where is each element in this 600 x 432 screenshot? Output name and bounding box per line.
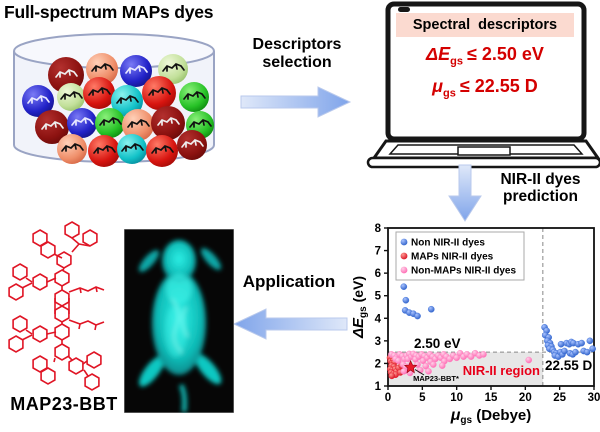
star-annotation-arrow bbox=[414, 369, 425, 376]
svg-text:8: 8 bbox=[375, 223, 382, 235]
mouse-hindlimb-left bbox=[139, 355, 165, 387]
mouse-vessels bbox=[171, 298, 189, 354]
spectral-descriptors-header: Spectral descriptors bbox=[396, 13, 574, 37]
webcam-icon bbox=[398, 7, 410, 12]
criterion-dipole-moment: μgs ≤22.55 D bbox=[432, 76, 538, 100]
threshold-dipole-label: 22.55 D bbox=[545, 358, 593, 373]
star-annotation-label: MAP23-BBT* bbox=[413, 374, 459, 383]
legend-box bbox=[395, 231, 525, 281]
molecule-structure bbox=[8, 221, 105, 391]
svg-text:3: 3 bbox=[375, 336, 381, 348]
svg-text:6: 6 bbox=[375, 268, 381, 280]
svg-text:30: 30 bbox=[588, 392, 600, 404]
mouse-forelimb-left bbox=[138, 250, 160, 272]
laptop-screen-frame bbox=[385, 1, 587, 142]
right-arrow-icon bbox=[240, 86, 352, 118]
threshold-energy-label: 2.50 eV bbox=[414, 336, 461, 351]
svg-text:5: 5 bbox=[375, 291, 382, 303]
svg-text:4: 4 bbox=[375, 313, 382, 325]
scatter-plot: 0 5 10 15 20 25 30 1 2 3 4 5 6 7 8 Non NIR-II dyes MAP… bbox=[352, 223, 600, 426]
criterion-energy-gap: ΔEgs ≤2.50 eV bbox=[426, 44, 544, 68]
legend-dot-non-nir2 bbox=[400, 238, 408, 246]
legend-label-non-nir2: Non NIR-II dyes bbox=[411, 238, 485, 249]
dye-spheres bbox=[22, 53, 214, 167]
map23-bbt-star bbox=[403, 360, 418, 374]
laptop-illustration bbox=[366, 1, 600, 169]
svg-text:20: 20 bbox=[519, 392, 532, 404]
plot-annotations: Non NIR-II dyes MAPs NIR-II dyes Non-MAP… bbox=[352, 231, 593, 426]
down-arrow-icon bbox=[448, 164, 482, 222]
legend-dot-nonmaps bbox=[400, 266, 408, 274]
mouse-tail bbox=[178, 383, 188, 413]
trackpad bbox=[457, 146, 511, 156]
svg-text:1: 1 bbox=[375, 381, 382, 393]
descriptors-selection-label: Descriptors selection bbox=[252, 36, 342, 71]
svg-text:10: 10 bbox=[450, 392, 463, 404]
plot-axes: 0 5 10 15 20 25 30 1 2 3 4 5 6 7 8 bbox=[375, 223, 600, 404]
legend-label-nonmaps: Non-MAPs NIR-II dyes bbox=[411, 266, 516, 277]
dye-flask-illustration bbox=[13, 33, 215, 167]
svg-text:25: 25 bbox=[553, 392, 566, 404]
laptop-base bbox=[366, 156, 600, 169]
mouse-hindlimb-right bbox=[194, 353, 222, 385]
application-label: Application bbox=[242, 272, 336, 291]
svg-text:5: 5 bbox=[419, 392, 426, 404]
svg-text:7: 7 bbox=[375, 246, 381, 258]
svg-text:15: 15 bbox=[485, 392, 498, 404]
y-axis-label: ΔEgs (eV) bbox=[352, 276, 369, 339]
mouse-head bbox=[162, 240, 196, 282]
nir2-prediction-label: NIR-II dyes prediction bbox=[500, 171, 581, 206]
title-full-spectrum-dyes: Full-spectrum MAPs dyes bbox=[4, 2, 214, 22]
mouse-forelimb-right bbox=[200, 248, 222, 270]
legend-label-maps: MAPs NIR-II dyes bbox=[411, 252, 494, 263]
keyboard-area bbox=[388, 144, 584, 155]
svg-text:2: 2 bbox=[375, 358, 381, 370]
molecule-name-label: MAP23-BBT bbox=[10, 394, 118, 414]
mouse-fluorescence-image bbox=[124, 229, 234, 413]
left-arrow-icon bbox=[233, 308, 348, 340]
svg-text:0: 0 bbox=[385, 392, 391, 404]
nir2-region-label: NIR-II region bbox=[463, 363, 540, 378]
x-axis-label: μgs (Debye) bbox=[450, 407, 532, 426]
plot-data-points bbox=[386, 283, 596, 380]
legend-dot-maps bbox=[400, 252, 408, 260]
